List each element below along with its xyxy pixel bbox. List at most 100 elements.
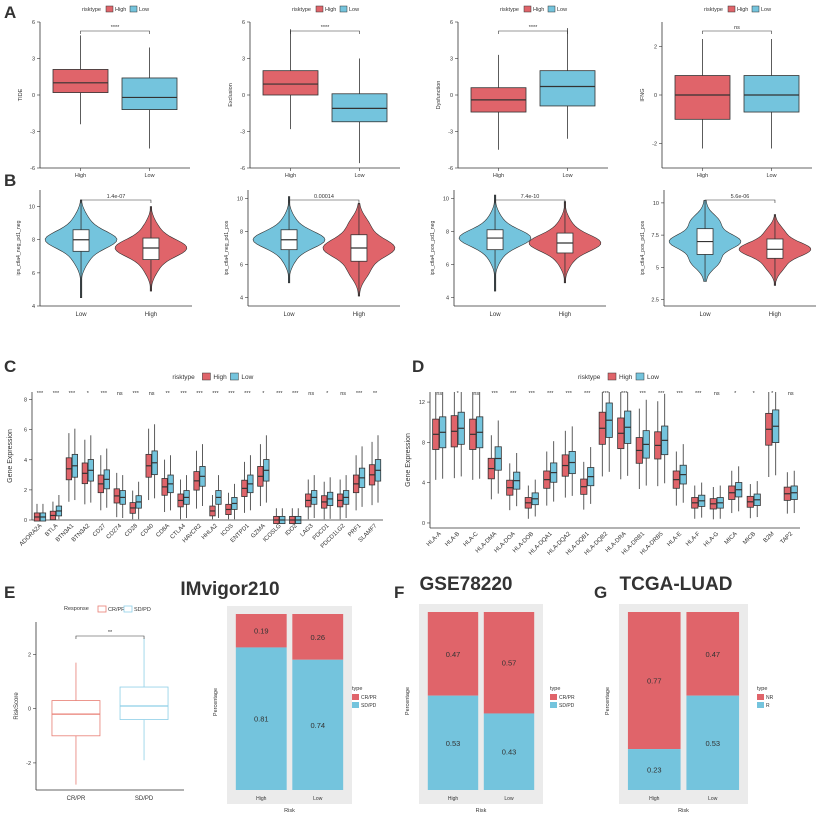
panel-A2-legend-low-label: Low — [349, 7, 359, 13]
y-tick-label: -3 — [30, 130, 35, 136]
x-tick-label: Low — [766, 173, 776, 179]
pvalue-bracket — [288, 199, 360, 203]
y-axis-title: ips_ctla4_neg_pd1_neg — [16, 220, 22, 275]
y-tick-label: 0 — [242, 93, 245, 99]
x-tick-label: High — [448, 796, 459, 802]
box-high-box — [674, 75, 731, 120]
legend-sdpd-label: SD/PD — [134, 607, 151, 613]
significance-label: *** — [228, 391, 235, 397]
significance-label: *** — [677, 391, 684, 397]
bar-value-label: 0.81 — [254, 715, 269, 724]
x-axis-title: Risk — [476, 808, 487, 814]
box-crpr-box — [51, 700, 101, 737]
significance-label: *** — [566, 391, 573, 397]
significance-label: ** — [165, 391, 170, 397]
x-axis-title: Risk — [678, 808, 689, 814]
x-tick-label: High — [353, 312, 365, 318]
legend-crpr-swatch — [97, 605, 107, 613]
y-tick-label: 0 — [24, 518, 27, 524]
x-tick-label: Low — [354, 173, 364, 179]
x-tick-label: Low — [144, 173, 154, 179]
chart-title: TCGA-LUAD — [620, 574, 733, 595]
significance-label: *** — [212, 391, 219, 397]
y-tick-label: 2.5 — [651, 298, 659, 304]
panel-A3-legend-high-swatch — [523, 5, 532, 13]
box-low-box — [331, 93, 388, 123]
significance-label: *** — [196, 391, 203, 397]
y-tick-label: 4 — [422, 481, 425, 487]
bar-segment-bottom — [483, 713, 535, 790]
gene-label: ICOSLG — [262, 523, 283, 544]
y-tick-label: 10 — [29, 205, 35, 211]
legend-low-label: Low — [241, 374, 253, 381]
y-axis-title: Percentage — [405, 687, 411, 715]
legend-label-bottom: SD/PD — [361, 703, 377, 709]
significance-label: *** — [69, 391, 76, 397]
panel-A3-legend-low-label: Low — [557, 7, 567, 13]
x-tick-label: Low — [76, 312, 88, 318]
gene-label: MICA — [724, 531, 739, 546]
gene-label: HLA-A — [426, 531, 443, 548]
bar-value-label: 0.57 — [502, 659, 517, 668]
legend-swatch-top — [757, 694, 764, 700]
bar-segment-top — [427, 612, 479, 696]
y-tick-label: -3 — [240, 130, 245, 136]
pvalue-label: 0.00014 — [314, 194, 334, 200]
y-axis-title: ips_ctla4_neg_pd1_pos — [224, 220, 230, 275]
panel-A4-legend-title: risktype — [704, 7, 723, 13]
y-axis-title: RiskScore — [14, 692, 20, 720]
panel-A3-legend-title: risktype — [500, 7, 519, 13]
legend-swatch-top — [550, 694, 557, 700]
significance-label: * — [734, 391, 737, 397]
legend-crpr-label: CR/PR — [108, 607, 125, 613]
panel-A1-legend-high-swatch — [105, 5, 114, 13]
y-tick-label: 0 — [450, 93, 453, 99]
y-tick-label: 2 — [24, 488, 27, 494]
significance-label: *** — [356, 391, 363, 397]
y-axis-title: ips_ctla4_pos_pd1_neg — [430, 220, 436, 275]
bar-segment-bottom — [292, 659, 344, 790]
x-tick-label: Low — [504, 796, 514, 802]
bar-value-label: 0.47 — [705, 650, 720, 659]
legend-label-bottom: SD/PD — [559, 703, 575, 709]
significance-label: * — [771, 391, 774, 397]
legend-swatch-top — [352, 694, 359, 700]
panel-label-d: D — [412, 357, 424, 376]
x-tick-label: Low — [708, 796, 718, 802]
x-tick-label: Low — [313, 796, 323, 802]
x-tick-label: Low — [700, 312, 712, 318]
panel-label-e: E — [4, 583, 15, 602]
y-tick-label: 8 — [24, 398, 27, 404]
y-tick-label: -3 — [448, 130, 453, 136]
significance-label: ns — [734, 25, 740, 31]
bar-value-label: 0.19 — [254, 627, 269, 636]
panel-A2-legend-title: risktype — [292, 7, 311, 13]
significance-bracket — [702, 30, 772, 34]
y-tick-label: 7.5 — [651, 233, 659, 239]
x-tick-label: High — [256, 796, 267, 802]
panel-A1-legend-low-label: Low — [139, 7, 149, 13]
significance-label: *** — [53, 391, 60, 397]
bar-segment-top — [235, 614, 287, 648]
panel-A4-legend-low-label: Low — [761, 7, 771, 13]
legend-swatch-bottom — [352, 702, 359, 708]
y-axis-title: Gene Expression — [405, 433, 412, 487]
significance-label: **** — [321, 25, 330, 31]
legend-title: type — [352, 686, 362, 692]
bar-value-label: 0.26 — [310, 633, 325, 642]
gene-label: BTN3A2 — [71, 523, 92, 544]
y-axis-title: Dysfunction — [436, 81, 442, 110]
gene-label: HLA-B — [444, 531, 461, 548]
panel-A4-legend-high-label: High — [737, 7, 748, 13]
significance-label: *** — [603, 391, 610, 397]
y-tick-label: 6 — [242, 20, 245, 26]
legend-high-label: High — [213, 374, 227, 381]
violin-box-low-box — [486, 229, 504, 251]
y-tick-label: 10 — [237, 196, 243, 202]
significance-label: *** — [180, 391, 187, 397]
y-tick-label: 6 — [240, 263, 243, 269]
legend-label-bottom: R — [766, 703, 770, 709]
y-tick-label: 8 — [240, 229, 243, 235]
significance-label: *** — [510, 391, 517, 397]
x-tick-label: High — [75, 173, 86, 179]
